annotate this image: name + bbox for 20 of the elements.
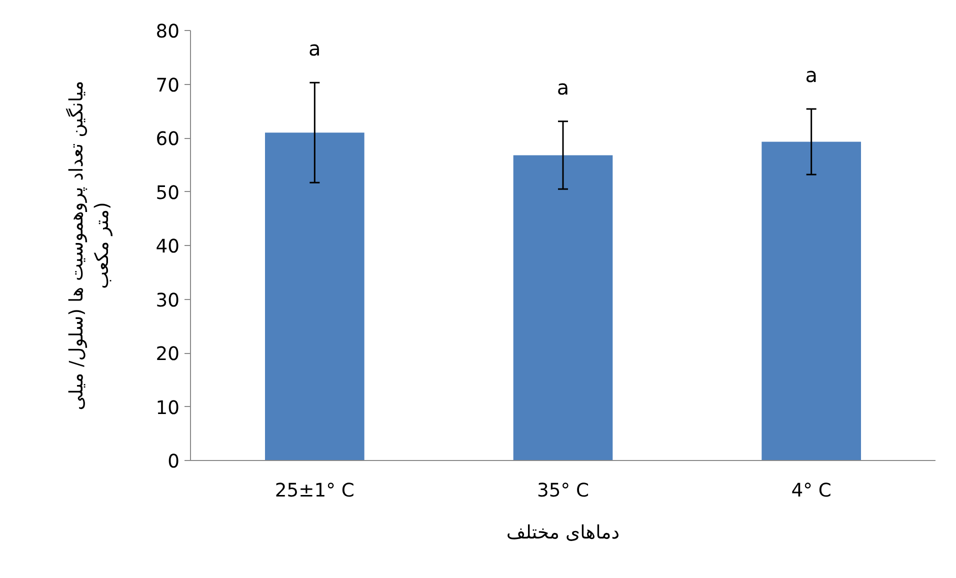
y-tick-label: 80 <box>156 22 180 42</box>
bar <box>265 132 364 460</box>
y-tick-label: 0 <box>168 452 180 472</box>
annotation: a <box>556 75 570 100</box>
annotation: a <box>805 62 818 87</box>
y-tick-label: 70 <box>156 75 180 96</box>
y-tick-label: 40 <box>156 236 180 258</box>
y-tick-label: 60 <box>156 129 180 150</box>
annotation: a <box>308 36 321 61</box>
bar <box>762 142 861 460</box>
x-tick-label: 4° C <box>791 480 832 502</box>
y-tick-label: 50 <box>156 182 180 204</box>
bar <box>513 155 613 460</box>
x-axis-title: دماهای مختلف <box>506 522 620 544</box>
x-tick-label: 35° C <box>536 480 590 502</box>
y-tick-label: 30 <box>156 290 180 312</box>
y-tick-label: 10 <box>156 398 180 419</box>
x-tick-label: 25±1° C <box>274 480 354 502</box>
y-axis-title: میانگین تعداد پروهموسیت ها (سلول/ میلی متر مکعب) <box>66 80 113 410</box>
y-tick-label: 20 <box>156 344 180 365</box>
